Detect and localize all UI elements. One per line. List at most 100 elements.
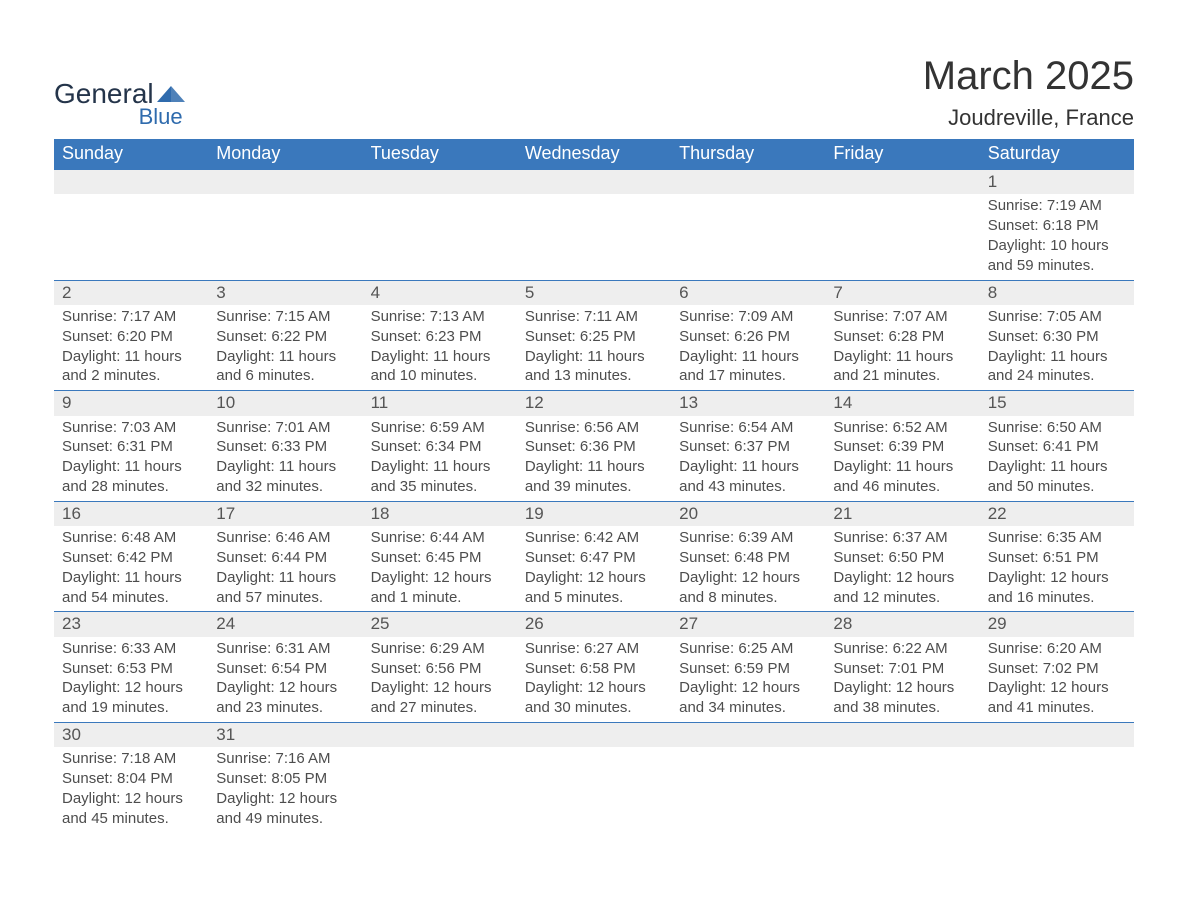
sunrise-line: Sunrise: 7:01 AM [216, 418, 354, 438]
day-number-bar: 23 [54, 612, 208, 636]
weekday-header: Tuesday [363, 139, 517, 169]
title-block: March 2025 Joudreville, France [923, 54, 1134, 131]
sunrise-line: Sunrise: 6:25 AM [679, 639, 817, 659]
sunrise-line: Sunrise: 6:46 AM [216, 528, 354, 548]
daylight-line: Daylight: 11 hours and 2 minutes. [62, 347, 200, 387]
day-number-bar: 31 [208, 723, 362, 747]
calendar-day-cell [363, 169, 517, 280]
day-number-bar [825, 723, 979, 747]
daylight-line: Daylight: 11 hours and 39 minutes. [525, 457, 663, 497]
weekday-header: Wednesday [517, 139, 671, 169]
sunset-line: Sunset: 6:39 PM [833, 437, 971, 457]
weekday-header: Monday [208, 139, 362, 169]
calendar-day-cell: 12Sunrise: 6:56 AMSunset: 6:36 PMDayligh… [517, 391, 671, 502]
sunrise-line: Sunrise: 6:27 AM [525, 639, 663, 659]
day-number-bar: 11 [363, 391, 517, 415]
day-number-bar [54, 170, 208, 194]
sunrise-line: Sunrise: 6:52 AM [833, 418, 971, 438]
calendar-table: SundayMondayTuesdayWednesdayThursdayFrid… [54, 139, 1134, 832]
day-details: Sunrise: 6:48 AMSunset: 6:42 PMDaylight:… [54, 526, 208, 611]
day-details: Sunrise: 6:54 AMSunset: 6:37 PMDaylight:… [671, 416, 825, 501]
sunset-line: Sunset: 6:23 PM [371, 327, 509, 347]
daylight-line: Daylight: 12 hours and 45 minutes. [62, 789, 200, 829]
sunset-line: Sunset: 6:28 PM [833, 327, 971, 347]
day-number-bar: 30 [54, 723, 208, 747]
day-number-bar [825, 170, 979, 194]
day-details-empty [671, 747, 825, 773]
daylight-line: Daylight: 12 hours and 8 minutes. [679, 568, 817, 608]
day-number-bar [517, 170, 671, 194]
day-details: Sunrise: 6:37 AMSunset: 6:50 PMDaylight:… [825, 526, 979, 611]
sunrise-line: Sunrise: 6:44 AM [371, 528, 509, 548]
day-number-bar [208, 170, 362, 194]
day-number-bar: 21 [825, 502, 979, 526]
calendar-day-cell [980, 722, 1134, 832]
calendar-day-cell: 31Sunrise: 7:16 AMSunset: 8:05 PMDayligh… [208, 722, 362, 832]
calendar-day-cell: 13Sunrise: 6:54 AMSunset: 6:37 PMDayligh… [671, 391, 825, 502]
calendar-week-row: 1Sunrise: 7:19 AMSunset: 6:18 PMDaylight… [54, 169, 1134, 280]
sunrise-line: Sunrise: 7:07 AM [833, 307, 971, 327]
sunrise-line: Sunrise: 6:56 AM [525, 418, 663, 438]
day-details-empty [54, 194, 208, 220]
day-details: Sunrise: 7:18 AMSunset: 8:04 PMDaylight:… [54, 747, 208, 832]
day-details: Sunrise: 7:05 AMSunset: 6:30 PMDaylight:… [980, 305, 1134, 390]
sunrise-line: Sunrise: 7:15 AM [216, 307, 354, 327]
day-number-bar: 26 [517, 612, 671, 636]
sunset-line: Sunset: 6:56 PM [371, 659, 509, 679]
daylight-line: Daylight: 12 hours and 34 minutes. [679, 678, 817, 718]
sunset-line: Sunset: 7:02 PM [988, 659, 1126, 679]
calendar-day-cell [671, 169, 825, 280]
day-number-bar: 6 [671, 281, 825, 305]
day-number-bar: 8 [980, 281, 1134, 305]
day-details: Sunrise: 7:19 AMSunset: 6:18 PMDaylight:… [980, 194, 1134, 279]
calendar-day-cell: 18Sunrise: 6:44 AMSunset: 6:45 PMDayligh… [363, 501, 517, 612]
day-details: Sunrise: 6:33 AMSunset: 6:53 PMDaylight:… [54, 637, 208, 722]
header-row: General Blue March 2025 Joudreville, Fra… [54, 54, 1134, 131]
sunset-line: Sunset: 6:51 PM [988, 548, 1126, 568]
sunset-line: Sunset: 6:18 PM [988, 216, 1126, 236]
calendar-week-row: 30Sunrise: 7:18 AMSunset: 8:04 PMDayligh… [54, 722, 1134, 832]
day-details: Sunrise: 6:52 AMSunset: 6:39 PMDaylight:… [825, 416, 979, 501]
calendar-week-row: 23Sunrise: 6:33 AMSunset: 6:53 PMDayligh… [54, 612, 1134, 723]
sunrise-line: Sunrise: 7:05 AM [988, 307, 1126, 327]
day-details: Sunrise: 7:13 AMSunset: 6:23 PMDaylight:… [363, 305, 517, 390]
daylight-line: Daylight: 11 hours and 17 minutes. [679, 347, 817, 387]
daylight-line: Daylight: 11 hours and 10 minutes. [371, 347, 509, 387]
calendar-day-cell: 5Sunrise: 7:11 AMSunset: 6:25 PMDaylight… [517, 280, 671, 391]
daylight-line: Daylight: 12 hours and 27 minutes. [371, 678, 509, 718]
daylight-line: Daylight: 12 hours and 19 minutes. [62, 678, 200, 718]
daylight-line: Daylight: 12 hours and 38 minutes. [833, 678, 971, 718]
daylight-line: Daylight: 11 hours and 57 minutes. [216, 568, 354, 608]
sunset-line: Sunset: 8:05 PM [216, 769, 354, 789]
daylight-line: Daylight: 12 hours and 23 minutes. [216, 678, 354, 718]
daylight-line: Daylight: 11 hours and 50 minutes. [988, 457, 1126, 497]
day-details-empty [825, 194, 979, 220]
weekday-header: Friday [825, 139, 979, 169]
sunrise-line: Sunrise: 6:31 AM [216, 639, 354, 659]
sunrise-line: Sunrise: 6:29 AM [371, 639, 509, 659]
day-details-empty [363, 747, 517, 773]
calendar-day-cell: 9Sunrise: 7:03 AMSunset: 6:31 PMDaylight… [54, 391, 208, 502]
sunset-line: Sunset: 6:31 PM [62, 437, 200, 457]
day-details: Sunrise: 7:11 AMSunset: 6:25 PMDaylight:… [517, 305, 671, 390]
calendar-day-cell [825, 169, 979, 280]
calendar-week-row: 9Sunrise: 7:03 AMSunset: 6:31 PMDaylight… [54, 391, 1134, 502]
sunset-line: Sunset: 7:01 PM [833, 659, 971, 679]
daylight-line: Daylight: 11 hours and 13 minutes. [525, 347, 663, 387]
weekday-header: Thursday [671, 139, 825, 169]
calendar-day-cell: 20Sunrise: 6:39 AMSunset: 6:48 PMDayligh… [671, 501, 825, 612]
day-details: Sunrise: 6:31 AMSunset: 6:54 PMDaylight:… [208, 637, 362, 722]
calendar-day-cell [671, 722, 825, 832]
sunrise-line: Sunrise: 6:59 AM [371, 418, 509, 438]
day-number-bar: 28 [825, 612, 979, 636]
calendar-day-cell [363, 722, 517, 832]
daylight-line: Daylight: 10 hours and 59 minutes. [988, 236, 1126, 276]
day-details: Sunrise: 7:01 AMSunset: 6:33 PMDaylight:… [208, 416, 362, 501]
sunset-line: Sunset: 6:26 PM [679, 327, 817, 347]
day-number-bar: 14 [825, 391, 979, 415]
day-details: Sunrise: 7:16 AMSunset: 8:05 PMDaylight:… [208, 747, 362, 832]
day-number-bar: 24 [208, 612, 362, 636]
day-number-bar: 5 [517, 281, 671, 305]
day-details-empty [671, 194, 825, 220]
brand-shape-icon [157, 82, 187, 107]
